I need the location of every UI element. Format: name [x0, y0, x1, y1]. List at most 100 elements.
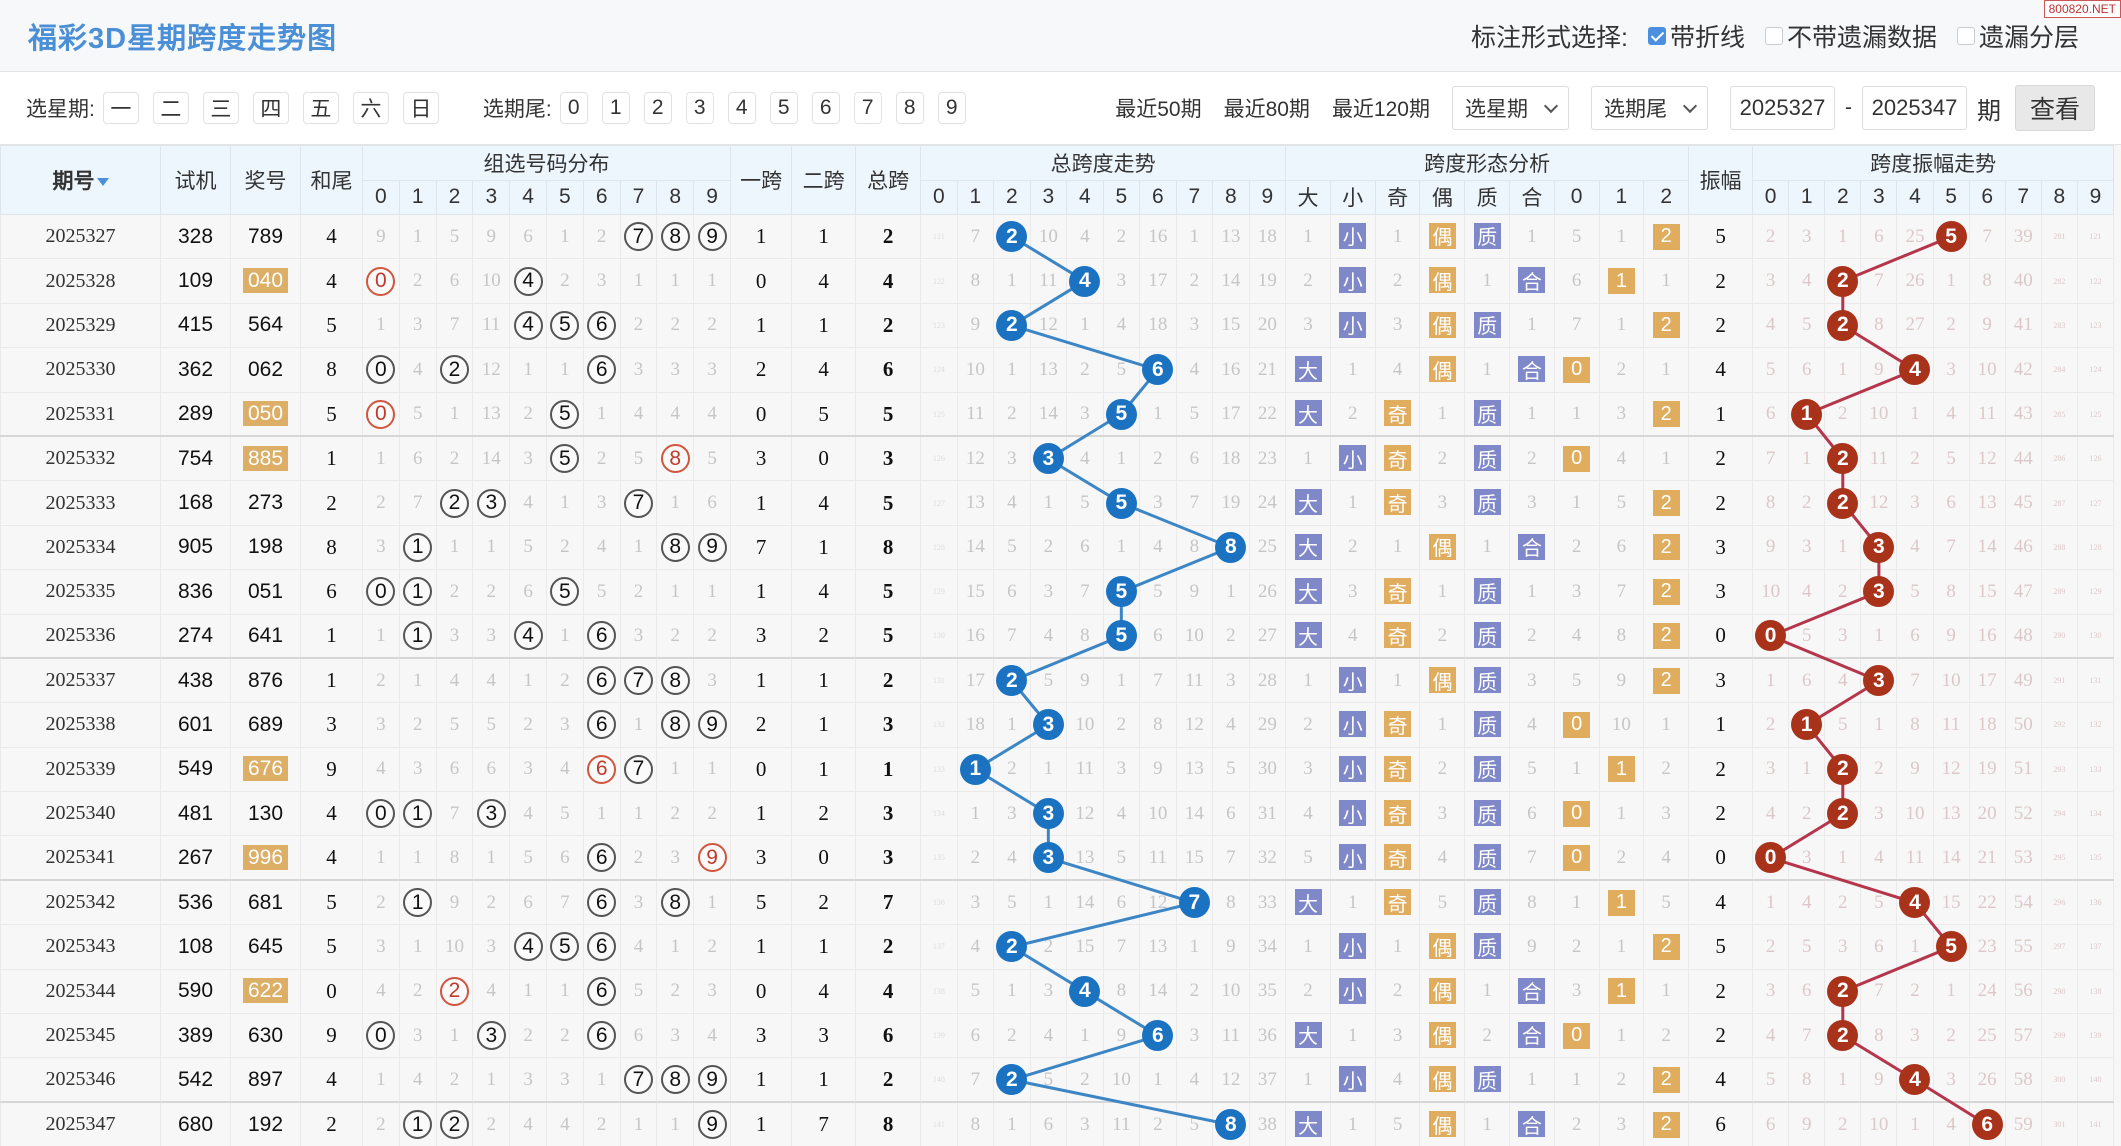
shape-miss: 3: [1419, 791, 1466, 837]
tail-button[interactable]: 1: [601, 92, 630, 124]
span-trend-miss: 130: [920, 613, 958, 660]
tail-button[interactable]: 7: [853, 92, 882, 124]
span-trend-miss: 6: [1139, 613, 1177, 660]
weekday-button[interactable]: 二: [152, 92, 189, 124]
span-ball: 2: [996, 665, 1028, 697]
hit-number-circle: 0: [366, 399, 396, 429]
tail-button[interactable]: 9: [937, 92, 966, 124]
shape-badge: 偶: [1428, 1111, 1456, 1138]
shape-miss: 2: [1374, 968, 1421, 1015]
amp-ball: 0: [1755, 620, 1787, 652]
option-with-lines[interactable]: 带折线: [1647, 18, 1745, 54]
group-dist-cell: 2: [435, 347, 474, 393]
span1-cell: 0: [730, 258, 793, 304]
amplitude-cell: 0: [1688, 613, 1754, 660]
group-dist-cell: 0: [362, 391, 400, 438]
weekday-button[interactable]: 六: [352, 92, 389, 124]
option-miss-layers[interactable]: 遗漏分层: [1956, 18, 2079, 54]
weekday-button[interactable]: 日: [402, 92, 439, 124]
group-dist-cell: 5: [545, 569, 584, 615]
shape-miss: 1: [1285, 213, 1331, 260]
span-ball: 5: [1105, 398, 1137, 430]
tail-select[interactable]: 选期尾: [1590, 86, 1708, 130]
shape-miss: 4: [1374, 1057, 1421, 1104]
span-trend-miss: 123: [920, 302, 958, 349]
weekday-button[interactable]: 一: [102, 92, 139, 124]
span1-cell: 2: [730, 347, 793, 393]
group-dist-miss: 2: [545, 258, 584, 304]
weekday-button[interactable]: 五: [302, 92, 339, 124]
sort-desc-icon[interactable]: [96, 178, 109, 187]
col-period[interactable]: 期号: [0, 145, 161, 215]
span-ball: 3: [1032, 443, 1064, 475]
weekday-button[interactable]: 三: [202, 92, 239, 124]
tail-button[interactable]: 6: [811, 92, 840, 124]
group-dist-miss: 3: [398, 1013, 437, 1059]
amp-trend-miss: 24: [1968, 968, 2006, 1015]
shape-badge: 小: [1339, 667, 1367, 694]
span-trend-cell: 1: [956, 746, 995, 793]
tail-button[interactable]: 2: [643, 92, 672, 124]
checkbox-icon[interactable]: [1956, 26, 1975, 45]
span1-cell: 1: [730, 1101, 793, 1146]
amp-trend-cell: 0: [1752, 835, 1790, 882]
group-dist-miss: 9: [435, 879, 474, 926]
amp-trend-miss: 300: [2040, 1057, 2078, 1104]
tail-button[interactable]: 5: [769, 92, 798, 124]
award-number: 630: [247, 1023, 284, 1047]
shape-badge: 小: [1339, 933, 1367, 960]
shape-miss: 1: [1508, 391, 1555, 438]
span-trend-miss: 26: [1248, 569, 1287, 615]
shape-miss: 5: [1374, 1101, 1421, 1146]
amp-trend-cell: 4: [1896, 347, 1934, 393]
shape-cell: 质: [1464, 302, 1510, 349]
span-trend-miss: 8: [1139, 702, 1177, 748]
sum-tail-cell: 4: [300, 213, 363, 260]
option-no-miss-data[interactable]: 不带遗漏数据: [1764, 18, 1937, 54]
weekday-select[interactable]: 选星期: [1451, 86, 1569, 130]
amp-digit-header: 8: [2040, 180, 2078, 215]
checkbox-icon[interactable]: [1647, 26, 1666, 45]
tail-button[interactable]: 3: [685, 92, 714, 124]
recent-120-link[interactable]: 最近120期: [1331, 98, 1430, 121]
trial-cell: 415: [160, 302, 231, 349]
group-dist-miss: 3: [656, 835, 695, 882]
span-trend-miss: 32: [1248, 835, 1287, 882]
tail-button[interactable]: 8: [895, 92, 924, 124]
shape-miss: 1: [1508, 213, 1555, 260]
shape-miss: 1: [1329, 879, 1376, 926]
tail-button[interactable]: 0: [559, 92, 588, 124]
hit-number-circle: 1: [403, 888, 433, 918]
award-cell: 676: [230, 746, 301, 793]
amp-trend-miss: 4: [1752, 791, 1790, 837]
shape-header: 1: [1598, 180, 1645, 215]
query-button[interactable]: 查看: [2014, 85, 2095, 131]
amp-trend-miss: 2: [1896, 968, 1934, 1015]
group-dist-miss: 2: [693, 302, 732, 349]
recent-50-link[interactable]: 最近50期: [1115, 98, 1202, 121]
span-total-cell: 2: [855, 657, 922, 704]
group-dist-miss: 1: [619, 1101, 658, 1146]
group-dist-miss: 3: [656, 347, 695, 393]
recent-80-link[interactable]: 最近80期: [1223, 98, 1310, 121]
weekday-button[interactable]: 四: [252, 92, 289, 124]
sum-tail-cell: 9: [300, 1013, 363, 1059]
checkbox-icon[interactable]: [1764, 26, 1783, 45]
group-dist-miss: 1: [435, 524, 474, 571]
amp-trend-miss: 299: [2040, 1013, 2078, 1059]
shape-miss: 3: [1374, 1013, 1421, 1059]
amp-digit-header: 4: [1896, 180, 1934, 215]
trial-cell: 836: [160, 569, 231, 615]
amp-trend-miss: 55: [2004, 924, 2042, 970]
amp-trend-miss: 45: [2004, 480, 2042, 526]
amp-trend-miss: 3: [1896, 1013, 1934, 1059]
span-trend-miss: 6: [1212, 791, 1250, 837]
hit-number-circle: 4: [513, 266, 543, 296]
end-period-input[interactable]: 2025347: [1861, 86, 1967, 130]
group-dist-miss: 1: [362, 835, 400, 882]
shape-badge: 0: [1563, 800, 1591, 827]
start-period-input[interactable]: 2025327: [1729, 86, 1835, 130]
shape-header: 合: [1508, 180, 1555, 215]
tail-button[interactable]: 4: [727, 92, 756, 124]
span-trend-miss: 28: [1248, 657, 1287, 704]
